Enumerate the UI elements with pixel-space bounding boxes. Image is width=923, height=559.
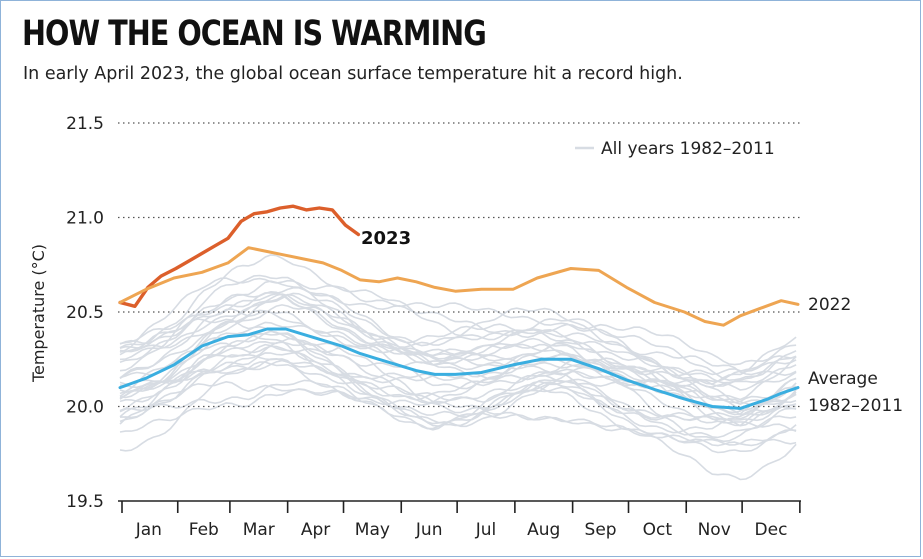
x-tick-label: Oct (643, 520, 673, 540)
x-tick-label: Jun (415, 520, 443, 540)
y-tick-label: 20.0 (66, 398, 104, 418)
background-year-line (119, 343, 797, 454)
chart-title: HOW THE OCEAN IS WARMING (22, 14, 487, 54)
x-tick-label: Mar (243, 520, 275, 540)
chart-subtitle: In early April 2023, the global ocean su… (23, 64, 683, 84)
series-line-avg (118, 327, 800, 410)
x-tick-label: Sep (585, 520, 617, 540)
background-year-line (119, 293, 797, 391)
series-line-2022 (118, 246, 800, 327)
axis-layer: 19.5 20.0 20.5 21.0 21.5 Jan Feb Mar Apr May Jun Ju… (29, 114, 801, 540)
y-tick-label: 20.5 (66, 303, 104, 323)
x-tick-label: May (355, 520, 390, 540)
x-tick-label: Feb (189, 520, 219, 540)
y-axis-title: Temperature (°C) (29, 244, 48, 383)
x-tick-label: Apr (301, 520, 330, 540)
background-year-line (119, 280, 797, 384)
series-label-average: Average (808, 369, 878, 389)
x-tick-label: Jul (475, 520, 497, 540)
background-year-line (119, 274, 797, 401)
label-layer: 2023 2022 Average 1982–2011 All years 1982–2… (361, 139, 903, 416)
series-line-2023 (118, 204, 361, 308)
background-year-line (119, 286, 797, 377)
y-tick-label: 19.5 (66, 492, 104, 512)
legend-label: All years 1982–2011 (601, 139, 775, 159)
background-year-line (119, 290, 797, 366)
x-tick-label: Dec (755, 520, 788, 540)
background-year-line (119, 357, 797, 427)
background-year-line (119, 325, 797, 416)
grid-layer (118, 122, 800, 408)
series-label-average: 1982–2011 (808, 396, 903, 416)
x-tick-label: Aug (527, 520, 560, 540)
background-year-line (119, 379, 797, 439)
background-year-line (119, 359, 797, 424)
background-year-line (119, 353, 797, 427)
background-year-line (119, 293, 797, 405)
series-layer (118, 204, 800, 410)
background-year-line (119, 343, 797, 443)
background-year-line (119, 341, 797, 446)
background-year-line (119, 277, 797, 385)
series-label-2022: 2022 (808, 295, 851, 315)
series-label-2023: 2023 (361, 228, 411, 249)
y-tick-label: 21.5 (66, 114, 104, 134)
y-tick-label: 21.0 (66, 209, 104, 229)
background-years-layer (119, 254, 797, 481)
background-year-line (119, 304, 797, 404)
x-tick-label: Nov (698, 520, 731, 540)
x-tick-label: Jan (135, 520, 162, 540)
background-year-line (119, 254, 797, 382)
